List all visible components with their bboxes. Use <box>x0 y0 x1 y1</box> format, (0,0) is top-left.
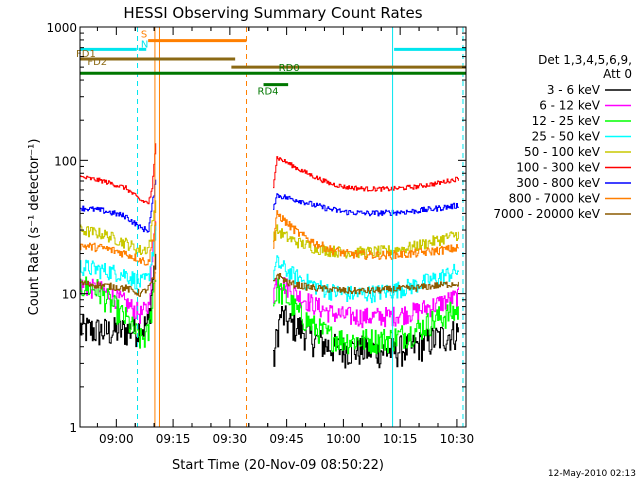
series-line-12-25-kev-before-gap <box>80 276 157 349</box>
y-tick-label: 1 <box>69 421 77 435</box>
flag-label-rd4: RD4 <box>258 87 279 98</box>
legend-label: 300 - 800 keV <box>516 176 600 190</box>
legend-label: 3 - 6 keV <box>547 83 601 97</box>
axis-ticks-layer: 09:00 09:15 09:30 09:45 10:00 10:15 10:30 1 10 10… <box>46 21 474 446</box>
legend-label: 100 - 300 keV <box>516 161 600 175</box>
y-tick-label: 100 <box>54 154 77 168</box>
series-line-12-25-kev-after-gap <box>273 278 459 355</box>
legend-label: 50 - 100 keV <box>524 145 601 159</box>
legend-label: 800 - 7000 keV <box>509 192 601 206</box>
x-tick-label: 10:30 <box>440 432 475 446</box>
x-tick-label: 09:00 <box>99 432 134 446</box>
flag-label-n: N <box>141 39 148 50</box>
x-tick-label: 09:30 <box>213 432 248 446</box>
series-line-6-12-kev-after-gap <box>273 277 459 329</box>
legend-label: 6 - 12 keV <box>539 99 601 113</box>
series-line-300-800-kev-before-gap <box>80 179 157 233</box>
legend-label: 12 - 25 keV <box>532 114 601 128</box>
y-axis-label: Count Rate (s⁻¹ detector⁻¹) <box>27 139 42 316</box>
flag-label-rd0: RD0 <box>279 63 300 74</box>
series-line-3-6-kev-after-gap <box>273 305 459 369</box>
series-line-100-300-kev-after-gap <box>273 156 459 192</box>
x-tick-label: 09:15 <box>156 432 191 446</box>
y-tick-label: 1000 <box>46 21 77 35</box>
series-line-800-7000-kev-after-gap <box>273 210 459 260</box>
series-line-3-6-kev-before-gap <box>80 253 157 348</box>
legend-header-line-2: Att 0 <box>603 67 632 81</box>
legend-label: 7000 - 20000 keV <box>493 207 600 221</box>
series-line-300-800-kev-after-gap <box>273 193 459 217</box>
flag-label-fd1: FD1 <box>76 49 96 60</box>
x-tick-label: 10:15 <box>383 432 418 446</box>
legend-header-line-1: Det 1,3,4,5,6,9, <box>538 53 632 67</box>
series-line-6-12-kev-before-gap <box>80 220 157 324</box>
series-line-25-50-kev-before-gap <box>80 222 157 290</box>
series-line-100-300-kev-before-gap <box>80 143 157 205</box>
x-tick-label: 10:00 <box>326 432 361 446</box>
flag-label-fd2: FD2 <box>87 57 107 68</box>
y-tick-label: 10 <box>62 288 77 302</box>
date-stamp: 12-May-2010 02:13 <box>548 469 636 479</box>
series-line-800-7000-kev-before-gap <box>80 222 157 266</box>
legend-label: 25 - 50 keV <box>532 130 601 144</box>
series-layer <box>80 143 459 369</box>
flag-label-s: S <box>141 30 147 41</box>
plot-frame <box>79 26 467 428</box>
series-line-7000-20000-kev-after-gap <box>273 273 459 295</box>
x-tick-label: 09:45 <box>269 432 304 446</box>
chart-title: HESSI Observing Summary Count Rates <box>123 4 422 22</box>
x-axis-label: Start Time (20-Nov-09 08:50:22) <box>172 458 384 473</box>
series-line-50-100-kev-before-gap <box>80 200 157 255</box>
series-line-7000-20000-kev-before-gap <box>80 272 157 297</box>
